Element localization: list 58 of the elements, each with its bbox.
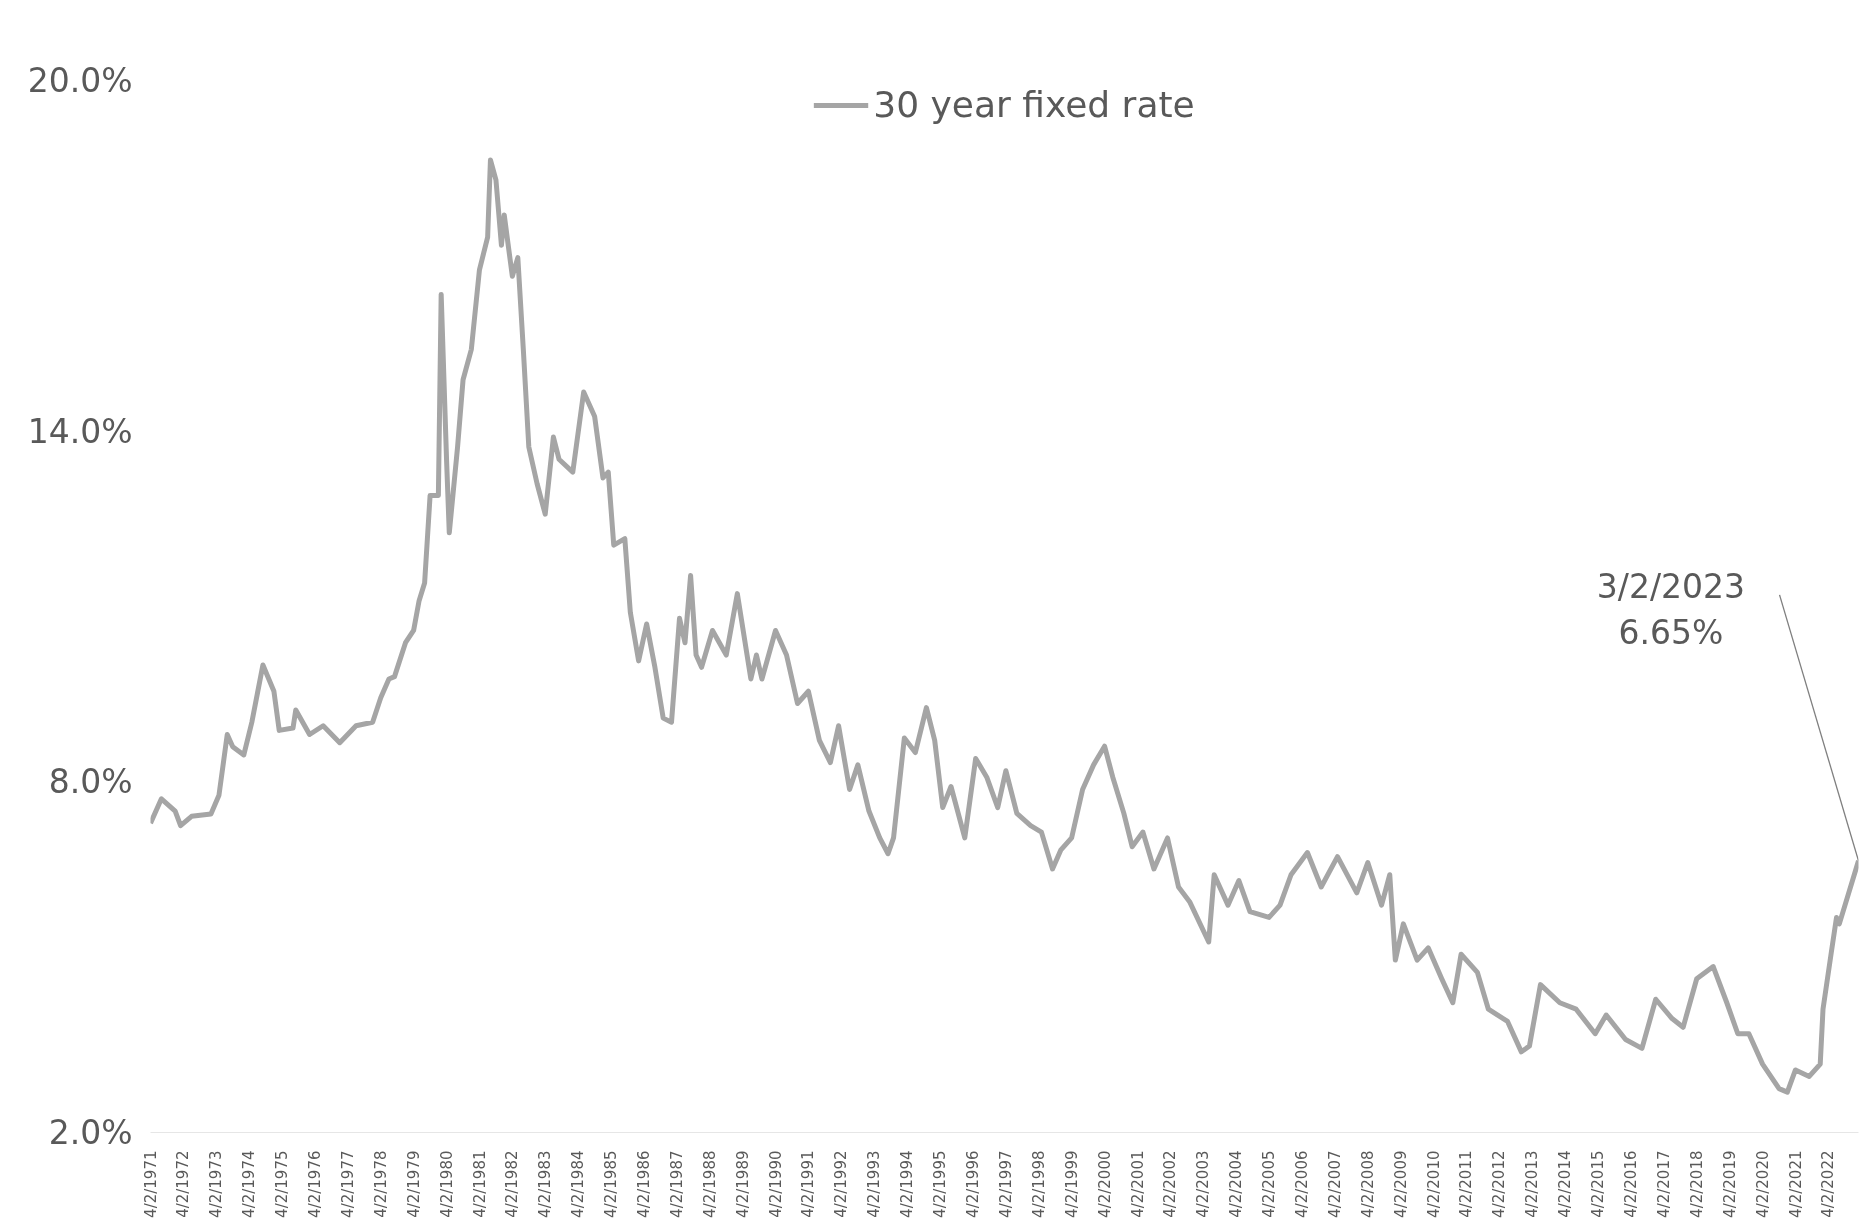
y-tick-label: 8.0% (48, 762, 133, 802)
y-tick-label: 20.0% (27, 61, 133, 100)
x-tick-label: 4/2/1973 (207, 1150, 226, 1218)
x-tick-label: 4/2/1989 (733, 1150, 752, 1218)
x-tick-label: 4/2/2014 (1556, 1150, 1575, 1218)
legend-label: 30 year fixed rate (873, 84, 1195, 125)
x-tick-label: 4/2/1979 (404, 1150, 423, 1218)
x-tick-label: 4/2/1976 (306, 1150, 325, 1218)
x-tick-label: 4/2/2001 (1128, 1150, 1147, 1218)
x-tick-label: 4/2/1978 (371, 1150, 390, 1218)
x-tick-label: 4/2/2008 (1358, 1150, 1377, 1218)
x-tick-label: 4/2/2015 (1589, 1150, 1608, 1218)
x-tick-label: 4/2/1996 (964, 1150, 983, 1218)
x-tick-label: 4/2/1986 (635, 1150, 654, 1218)
x-tick-label: 4/2/2007 (1325, 1150, 1344, 1218)
x-tick-label: 4/2/2005 (1260, 1150, 1279, 1218)
x-tick-label: 4/2/1980 (437, 1150, 456, 1218)
x-tick-label: 4/2/2012 (1490, 1150, 1509, 1218)
annotation: 3/2/2023 6.65% (1596, 566, 1746, 653)
x-tick-label: 4/2/2011 (1457, 1150, 1476, 1218)
x-tick-label: 4/2/1995 (931, 1150, 950, 1218)
x-tick-label: 4/2/2018 (1687, 1150, 1706, 1218)
x-tick-label: 4/2/2006 (1293, 1150, 1312, 1218)
x-tick-label: 4/2/2010 (1424, 1150, 1443, 1218)
x-tick-label: 4/2/1974 (240, 1150, 259, 1218)
x-tick-label: 4/2/1985 (602, 1150, 621, 1218)
x-tick-label: 4/2/1993 (865, 1150, 884, 1218)
y-tick-label: 2.0% (48, 1113, 133, 1152)
x-tick-label: 4/2/1998 (1029, 1150, 1048, 1218)
x-tick-label: 4/2/1975 (273, 1150, 292, 1218)
x-tick-label: 4/2/2004 (1227, 1150, 1246, 1218)
x-tick-label: 4/2/2000 (1095, 1150, 1114, 1218)
x-tick-label: 4/2/1988 (700, 1150, 719, 1218)
x-tick-label: 4/2/2019 (1720, 1150, 1739, 1218)
x-tick-label: 4/2/1999 (1062, 1150, 1081, 1218)
x-tick-label: 4/2/2020 (1753, 1150, 1772, 1218)
x-tick-label: 4/2/1983 (536, 1150, 555, 1218)
x-tick-label: 4/2/2002 (1161, 1150, 1180, 1218)
x-tick-label: 4/2/2017 (1654, 1150, 1673, 1218)
x-tick-label: 4/2/1981 (470, 1150, 489, 1218)
x-tick-label: 4/2/2009 (1391, 1150, 1410, 1218)
x-tick-label: 4/2/1984 (569, 1150, 588, 1218)
x-tick-label: 4/2/2013 (1523, 1150, 1542, 1218)
y-tick-label: 14.0% (27, 411, 133, 451)
x-tick-label: 4/2/1990 (766, 1150, 785, 1218)
x-tick-label: 4/2/1997 (996, 1150, 1015, 1218)
x-tick-label: 4/2/2022 (1819, 1150, 1838, 1218)
x-tick-label: 4/2/1971 (141, 1150, 160, 1218)
x-tick-label: 4/2/2021 (1786, 1150, 1805, 1218)
x-tick-label: 4/2/1991 (799, 1150, 818, 1218)
x-tick-label: 4/2/1987 (667, 1150, 686, 1218)
x-tick-label: 4/2/1977 (338, 1150, 357, 1218)
x-tick-label: 4/2/2003 (1194, 1150, 1213, 1218)
x-tick-label: 4/2/1972 (174, 1150, 193, 1218)
x-tick-label: 4/2/1994 (898, 1150, 917, 1218)
x-tick-label: 4/2/1992 (832, 1150, 851, 1218)
x-tick-label: 4/2/1982 (503, 1150, 522, 1218)
x-tick-label: 4/2/2016 (1622, 1150, 1641, 1218)
